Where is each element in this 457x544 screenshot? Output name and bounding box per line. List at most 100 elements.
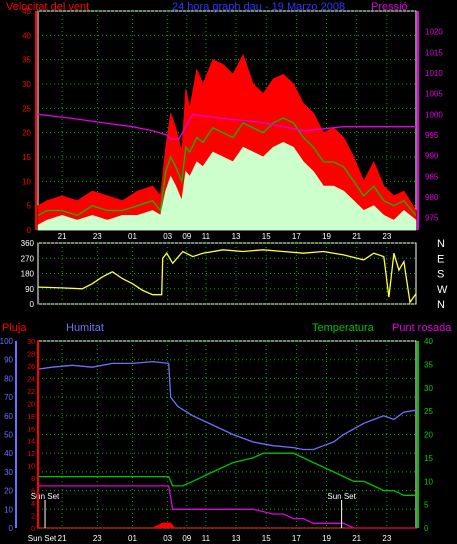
humidity-tick-label: 50 (4, 431, 13, 440)
wind-tick-label: 45 (22, 7, 31, 16)
time-tick-label: 09 (182, 232, 191, 241)
time-tick-label: 19 (322, 534, 331, 543)
direction-axes: 0 N 90 W 180 S 270 E 360 N (21, 238, 448, 311)
time-tick-label: 09 (182, 534, 191, 543)
temperature-tick-label: 0 (424, 524, 429, 533)
dewpoint-title: Punt rosada (392, 322, 452, 334)
time-tick-label: 01 (128, 232, 137, 241)
pressure-tick-label: 1015 (425, 48, 443, 57)
time-tick-label: 23 (382, 534, 391, 543)
compass-label: N (437, 238, 445, 250)
humidity-grid (38, 340, 416, 529)
time-tick-label: 17 (292, 534, 301, 543)
time-tick-label: 15 (262, 534, 271, 543)
time-tick-label: 21 (352, 534, 361, 543)
time-tick-label: 03 (163, 534, 172, 543)
rain-tick-label: 24 (27, 376, 35, 383)
rain-tick-label: 20 (27, 401, 35, 408)
temperature-tick-label: 40 (424, 337, 433, 346)
time-tick-label: 13 (232, 232, 241, 241)
temperature-tick-label: 10 (424, 477, 433, 486)
time-tick-label: 23 (93, 232, 102, 241)
time-tick-label: Sun Set (28, 534, 57, 543)
direction-series (37, 249, 417, 304)
time-tick-label: 13 (232, 534, 241, 543)
pressure-title: Pressió (371, 1, 408, 13)
rain-title: Pluja (2, 322, 27, 334)
humidity-tick-label: 90 (4, 356, 13, 365)
time-tick-label: 11 (202, 534, 211, 543)
pressure-tick-label: 985 (425, 172, 439, 181)
humidity-title: Humitat (66, 322, 104, 334)
dewpoint-series (38, 485, 416, 529)
rain-tick-label: 22 (27, 389, 35, 396)
rain-tick-label: 0 (31, 526, 35, 533)
rain-tick-label: 12 (27, 451, 35, 458)
compass-label: E (437, 253, 444, 265)
humidity-tick-label: 0 (9, 524, 14, 533)
compass-label: S (437, 269, 444, 281)
direction-tick-label: 360 (21, 239, 35, 248)
direction-tick-label: 270 (21, 254, 35, 263)
time-tick-label: 21 (352, 232, 361, 241)
wind-chart-title: Velocitat del vent (6, 1, 89, 13)
time-tick-label: 21 (58, 534, 67, 543)
wind-tick-label: 5 (27, 202, 32, 211)
time-tick-label: 17 (292, 232, 301, 241)
temperature-tick-label: 5 (424, 501, 429, 510)
direction-tick-label: 0 (30, 300, 35, 309)
temperature-tick-label: 20 (424, 431, 433, 440)
rain-tick-label: 2 (31, 514, 35, 521)
direction-series (37, 249, 417, 304)
time-tick-label: 23 (93, 534, 102, 543)
temperature-series (38, 452, 416, 496)
wind-series (37, 117, 417, 217)
pressure-tick-label: 975 (425, 214, 439, 223)
rain-series (38, 522, 416, 529)
rain-tick-label: 4 (31, 501, 35, 508)
wind-tick-label: 15 (22, 153, 31, 162)
temperature-title: Temperatura (312, 322, 375, 334)
time-tick-label: 03 (163, 232, 172, 241)
compass-label: W (437, 284, 448, 296)
wind-tick-label: 10 (22, 177, 31, 186)
humidity-tick-label: 40 (4, 449, 13, 458)
pressure-tick-label: 995 (425, 131, 439, 140)
temperature-tick-label: 25 (424, 407, 433, 416)
wind-tick-label: 40 (22, 31, 31, 40)
rain-tick-label: 26 (27, 364, 35, 371)
temperature-tick-label: 15 (424, 454, 433, 463)
humidity-axes: 0102030405060708090100024681012141618202… (0, 337, 433, 543)
wind-tick-label: 25 (22, 104, 31, 113)
pressure-tick-label: 980 (425, 193, 439, 202)
humidity-tick-label: 60 (4, 412, 13, 421)
direction-tick-label: 90 (25, 285, 34, 294)
rain-tick-label: 10 (27, 464, 35, 471)
rain-tick-label: 30 (27, 339, 35, 346)
time-tick-label: 21 (58, 232, 67, 241)
average-series (37, 141, 417, 231)
humidity-series (37, 360, 417, 451)
sunset-label: Sun Set (31, 492, 60, 501)
humidity-tick-label: 30 (4, 468, 13, 477)
rain-tick-label: 14 (27, 439, 35, 446)
pressure-tick-label: 990 (425, 152, 439, 161)
wind-grid (38, 10, 416, 231)
wind-direction-panel: 0 N 90 W 180 S 270 E 360 N (21, 238, 448, 311)
humidity-tick-label: 80 (4, 374, 13, 383)
rain-tick-label: 8 (31, 476, 35, 483)
rain-tick-label: 16 (27, 426, 35, 433)
compass-label: N (437, 299, 445, 311)
pressure-tick-label: 1000 (425, 110, 443, 119)
wind-tick-label: 20 (22, 129, 31, 138)
humidity-tick-label: 100 (0, 337, 14, 346)
time-tick-label: 11 (202, 232, 211, 241)
direction-tick-label: 180 (21, 270, 35, 279)
pressure-series (37, 113, 416, 140)
rain-tick-label: 18 (27, 414, 35, 421)
wind-tick-label: 35 (22, 56, 31, 65)
temperature-tick-label: 30 (424, 384, 433, 393)
humidity-tick-label: 20 (4, 487, 13, 496)
